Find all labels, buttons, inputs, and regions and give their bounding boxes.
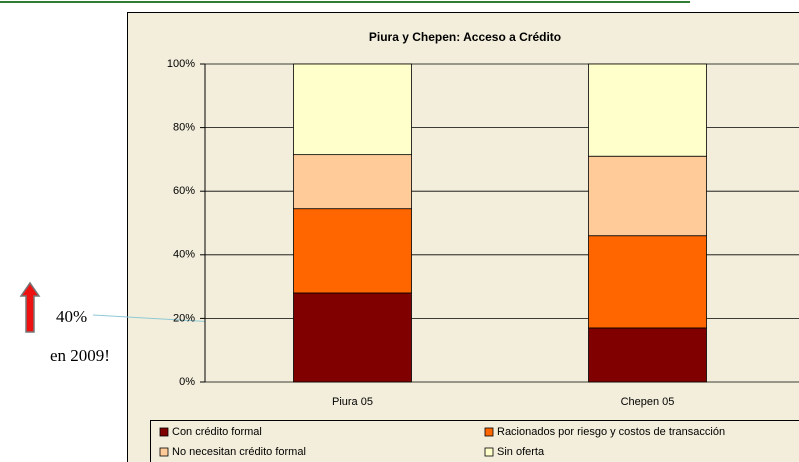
y-tick-label: 20%: [173, 312, 195, 324]
x-tick-label: Chepen 05: [621, 396, 675, 408]
bar-segment: [588, 327, 707, 383]
bar-segment: [293, 63, 412, 156]
y-tick-label: 0%: [179, 376, 195, 388]
bar-segment: [293, 208, 412, 294]
y-tick-label: 40%: [173, 249, 195, 261]
bar-segment: [588, 235, 707, 329]
bar-segment: [293, 154, 412, 210]
annotation: 40%: [56, 307, 87, 326]
bar-segment: [293, 292, 412, 383]
y-tick-label: 80%: [173, 122, 195, 134]
legend-swatch: [159, 427, 169, 437]
legend-swatch: [484, 447, 494, 457]
annotation: en 2009!: [50, 346, 110, 365]
x-tick-label: Piura 05: [332, 396, 373, 408]
y-tick-label: 100%: [167, 58, 195, 70]
arrow-icon: [19, 281, 41, 333]
legend-label: No necesitan crédito formal: [172, 446, 306, 458]
bar-segment: [588, 63, 707, 157]
legend-label: Racionados por riesgo y costos de transa…: [497, 426, 725, 438]
legend-label: Con crédito formal: [172, 426, 262, 438]
legend-label: Sin oferta: [497, 446, 545, 458]
y-tick-label: 60%: [173, 185, 195, 197]
chart-title: Piura y Chepen: Acceso a Crédito: [369, 30, 561, 44]
legend-swatch: [484, 427, 494, 437]
bar-segment: [588, 155, 707, 237]
legend-swatch: [159, 447, 169, 457]
legend-box: [150, 420, 799, 462]
